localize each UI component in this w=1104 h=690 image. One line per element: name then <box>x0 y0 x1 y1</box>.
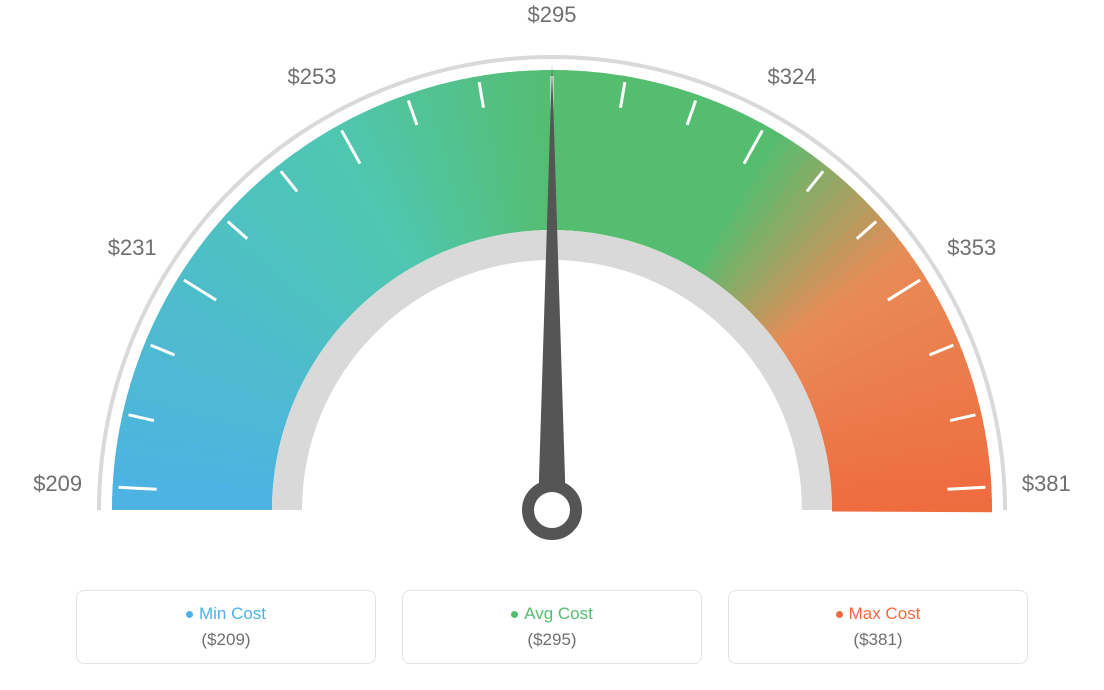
gauge-tick-label: $381 <box>1022 471 1071 497</box>
gauge-tick-label: $209 <box>33 471 82 497</box>
legend-label-max: Max Cost <box>849 604 921 624</box>
legend-row: Min Cost ($209) Avg Cost ($295) Max Cost… <box>0 590 1104 664</box>
legend-label-avg: Avg Cost <box>524 604 593 624</box>
gauge-area: $209 $231 $253 $295 $324 $353 $381 <box>0 0 1104 560</box>
gauge-tick-label: $324 <box>767 64 816 90</box>
legend-label-min: Min Cost <box>199 604 266 624</box>
gauge-tick-label: $353 <box>947 235 996 261</box>
gauge-svg <box>0 0 1104 560</box>
legend-value-max: ($381) <box>853 630 902 650</box>
gauge-tick-label: $231 <box>108 235 157 261</box>
legend-value-min: ($209) <box>201 630 250 650</box>
legend-card-max: Max Cost ($381) <box>728 590 1028 664</box>
legend-title-avg: Avg Cost <box>511 604 593 624</box>
legend-card-min: Min Cost ($209) <box>76 590 376 664</box>
legend-dot-max <box>836 611 843 618</box>
legend-title-max: Max Cost <box>836 604 921 624</box>
gauge-tick-label: $295 <box>528 2 577 28</box>
legend-title-min: Min Cost <box>186 604 266 624</box>
legend-dot-min <box>186 611 193 618</box>
legend-value-avg: ($295) <box>527 630 576 650</box>
legend-dot-avg <box>511 611 518 618</box>
legend-card-avg: Avg Cost ($295) <box>402 590 702 664</box>
gauge-tick-label: $253 <box>288 64 337 90</box>
gauge-chart-container: $209 $231 $253 $295 $324 $353 $381 Min Cost ($… <box>0 0 1104 690</box>
